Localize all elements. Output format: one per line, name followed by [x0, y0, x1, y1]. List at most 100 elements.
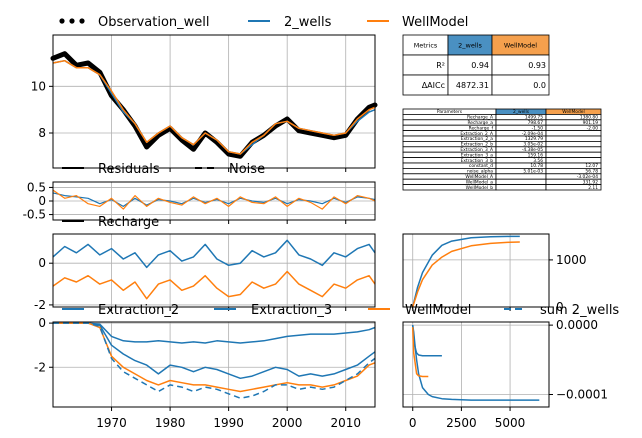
y-tick-label: 1000: [556, 253, 587, 267]
y-tick-label: 0: [556, 300, 564, 314]
table-cell: [545, 151, 602, 158]
table-cell-value: -4.38e-05: [522, 147, 543, 153]
table-cell-value: Recharge_f: [469, 125, 494, 131]
table-cell-value: constant_d: [469, 163, 493, 169]
panel-residuals: 0.50-0.5: [23, 180, 376, 224]
series-extraction-2: [53, 322, 376, 344]
table-cell-value: 56.78: [585, 169, 598, 175]
series-extraction-2: [411, 324, 540, 401]
table-header-label: Parameters: [437, 109, 463, 115]
table-cell-value: -3.02e-04: [577, 174, 598, 180]
series-extraction-3: [411, 325, 442, 357]
table-cell-value: 901.19: [583, 120, 599, 126]
table-cell-value: 0.0: [533, 81, 546, 90]
table-cell: [545, 130, 602, 137]
parameters-table: Parameters 2_wells WellModel Recharge_A 1499…: [402, 108, 602, 191]
panel-extraction: 0 -2 1970 1980 1990 2000 2010: [34, 316, 376, 430]
obs-marker-dot: [79, 18, 85, 24]
table-cell-value: -1.50: [532, 125, 544, 131]
legend-top: Observation_well 2_wells WellModel: [59, 15, 468, 30]
table-cell: [491, 74, 550, 96]
series-2-wells: [411, 235, 520, 308]
legend-label: WellModel: [402, 15, 468, 30]
table-cell-value: Recharge_a: [467, 120, 493, 126]
obs-marker-dot: [59, 18, 65, 24]
y-tick-label: 0: [38, 194, 46, 208]
legend-label: sum 2_wells: [540, 303, 619, 318]
table-cell-value: 331.92: [583, 179, 599, 185]
table-cell-value: noise_alpha: [467, 169, 493, 175]
table-cell: [545, 184, 602, 191]
y-tick-label: -2: [34, 360, 46, 374]
x-tick-label: 2010: [330, 416, 361, 430]
legend-item-2-wells: 2_wells: [248, 15, 332, 30]
series-wellmodel: [53, 322, 376, 393]
x-tick-label: 1970: [96, 416, 127, 430]
panel-recharge-response: 1000 0: [402, 233, 587, 314]
x-tick-label: 1990: [213, 416, 244, 430]
table-cell-value: 3.56: [533, 158, 543, 164]
table-cell-value: 2.11: [588, 185, 598, 191]
x-tick-label: 1980: [155, 416, 186, 430]
panel-extraction-response: 0.0000 −0.0001 0 2500 5000: [402, 318, 608, 430]
y-tick-label: 10: [31, 79, 46, 93]
y-tick-label: 0: [38, 316, 46, 330]
axes-frame: [402, 321, 550, 408]
legend-label: Noise: [229, 162, 265, 177]
series-observation-well: [50, 51, 378, 159]
table-cell-value: WellModel_b: [466, 185, 494, 191]
panel-recharge: 0 -2: [34, 233, 376, 312]
legend-extraction: Extraction_2 Extraction_3 WellModel sum …: [62, 303, 619, 318]
table-cell-value: 798.67: [528, 120, 544, 126]
legend-label: Residuals: [98, 162, 160, 177]
series-wellmodel: [411, 327, 429, 378]
table-header-label: 2_wells: [513, 109, 530, 115]
table-cell-value: Extraction_2_a: [461, 136, 494, 142]
table-cell: [545, 140, 602, 148]
axes-frame: [402, 233, 550, 308]
axes-frame: [52, 321, 376, 408]
table-cell-value: WellModel_a: [466, 179, 494, 185]
table-cell-value: ΔAICc: [422, 81, 445, 90]
table-cell-value: Extraction_3_A: [460, 147, 493, 153]
table-header-label: Metrics: [414, 41, 438, 49]
y-tick-label: 0.5: [27, 180, 46, 194]
series-wellmodel: [52, 270, 376, 300]
x-tick-label: 0: [409, 416, 417, 430]
table-header-label: WellModel: [504, 41, 537, 49]
table-cell-value: 0.94: [471, 61, 489, 70]
axes-frame: [52, 233, 376, 308]
legend-recharge: Recharge: [62, 215, 159, 230]
table-cell-value: 12.07: [585, 163, 598, 169]
y-tick-label: 0: [38, 256, 46, 270]
table-cell: [495, 184, 547, 191]
table-cell-value: Extraction_2_A: [460, 131, 493, 137]
table-cell-value: R²: [436, 61, 445, 70]
table-header-label: 2_wells: [458, 41, 482, 49]
obs-marker-dot: [69, 18, 75, 24]
table-cell: [545, 135, 602, 142]
legend-label: Extraction_3: [251, 303, 332, 318]
panel-head: 8 10: [31, 34, 378, 172]
legend-residuals: Residuals Noise: [62, 162, 265, 177]
series-2-wells: [52, 239, 376, 269]
legend-item-wellmodel: WellModel: [367, 15, 468, 30]
y-tick-label: 8: [38, 126, 46, 140]
series-extraction-3: [53, 322, 376, 380]
table-cell-value: -2.09e-04: [522, 131, 543, 137]
legend-label: Recharge: [98, 215, 159, 230]
series-noise: [52, 189, 376, 210]
table-cell-value: 1499.75: [525, 115, 543, 121]
table-cell-value: 10.78: [530, 163, 543, 169]
series-sum-2-wells: [53, 322, 376, 399]
x-tick-label: 5000: [495, 416, 526, 430]
x-tick-label: 2000: [272, 416, 303, 430]
legend-label: WellModel: [405, 303, 471, 318]
legend-label: 2_wells: [284, 15, 332, 30]
table-cell-value: 3.05e-02: [523, 142, 543, 148]
table-cell-value: Recharge_A: [467, 115, 493, 121]
x-tick-label: 2500: [446, 416, 477, 430]
table-cell: [495, 178, 547, 185]
